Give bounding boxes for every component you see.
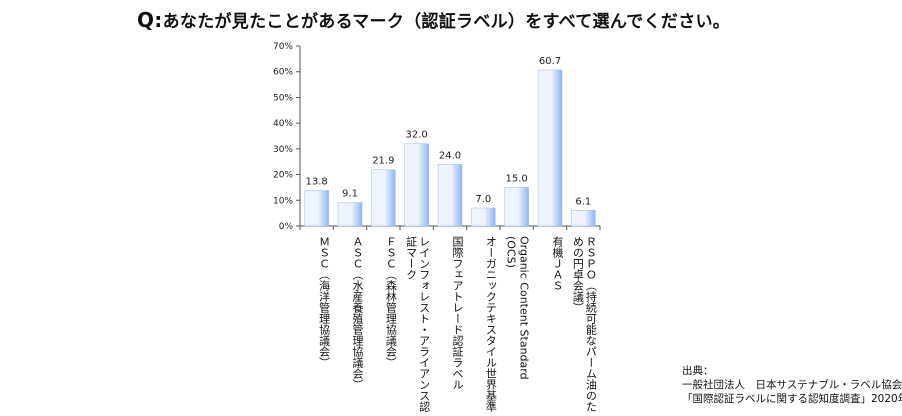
source-line-1: 一般社団法人 日本サステナブル・ラベル協会 <box>682 379 902 391</box>
y-tick-label: 60% <box>273 68 293 78</box>
data-label: 32.0 <box>406 130 428 141</box>
category-label: ＡＳＣ（水産養殖管理協議会） <box>351 236 364 390</box>
bar <box>371 169 396 227</box>
y-tick-label: 10% <box>273 196 293 206</box>
category-label: オーガニックテキスタイル世界基準 <box>484 236 498 412</box>
category-label: 国際フェアトレード認証ラベル <box>451 236 464 390</box>
category-label: ＭＳＣ（海洋管理協議会） <box>317 236 331 368</box>
bar <box>404 143 429 227</box>
bar <box>571 210 596 227</box>
bar <box>304 190 329 227</box>
category-label: レインフォレスト・アライアンス認証マーク <box>404 236 431 412</box>
y-tick-label: 70% <box>273 42 293 52</box>
source-heading: 出典： <box>682 365 714 377</box>
question-prefix: Q: <box>137 8 163 32</box>
data-label: 60.7 <box>539 56 561 67</box>
bar <box>337 202 363 227</box>
y-tick-label: 50% <box>273 93 293 103</box>
y-tick-label: 40% <box>273 119 293 129</box>
category-label: ＲＳＰＯ（持続可能なパーム油のための円卓会議） <box>571 236 598 412</box>
data-label: 15.0 <box>506 173 528 184</box>
bar <box>504 187 529 227</box>
bar <box>537 69 563 227</box>
y-tick-label: 30% <box>273 145 293 155</box>
question-title: Q:あなたが見たことがあるマーク（認証ラベル）をすべて選んでください。 <box>137 7 837 32</box>
bar <box>437 164 463 227</box>
data-label: 24.0 <box>439 150 461 161</box>
category-label: ＦＳＣ（森林管理協議会） <box>384 236 398 368</box>
data-label: 21.9 <box>372 156 394 167</box>
source-line-2: 「国際認証ラベルに関する認知度調査」2020年 <box>682 393 902 405</box>
source-note: 出典： 一般社団法人 日本サステナブル・ラベル協会 「国際認証ラベルに関する認知… <box>682 364 902 406</box>
y-tick-label: 0% <box>279 222 294 232</box>
question-text: あなたが見たことがあるマーク（認証ラベル）をすべて選んでください。 <box>162 12 731 32</box>
bar <box>471 207 496 227</box>
category-label: 有機ＪＡＳ <box>551 236 564 291</box>
data-label: 13.8 <box>306 177 328 188</box>
y-tick-label: 20% <box>273 171 293 181</box>
data-label: 7.0 <box>475 194 491 205</box>
data-label: 6.1 <box>575 196 591 207</box>
data-label: 9.1 <box>342 189 358 200</box>
category-label: Organic Content Standard (OCS) <box>504 236 531 380</box>
